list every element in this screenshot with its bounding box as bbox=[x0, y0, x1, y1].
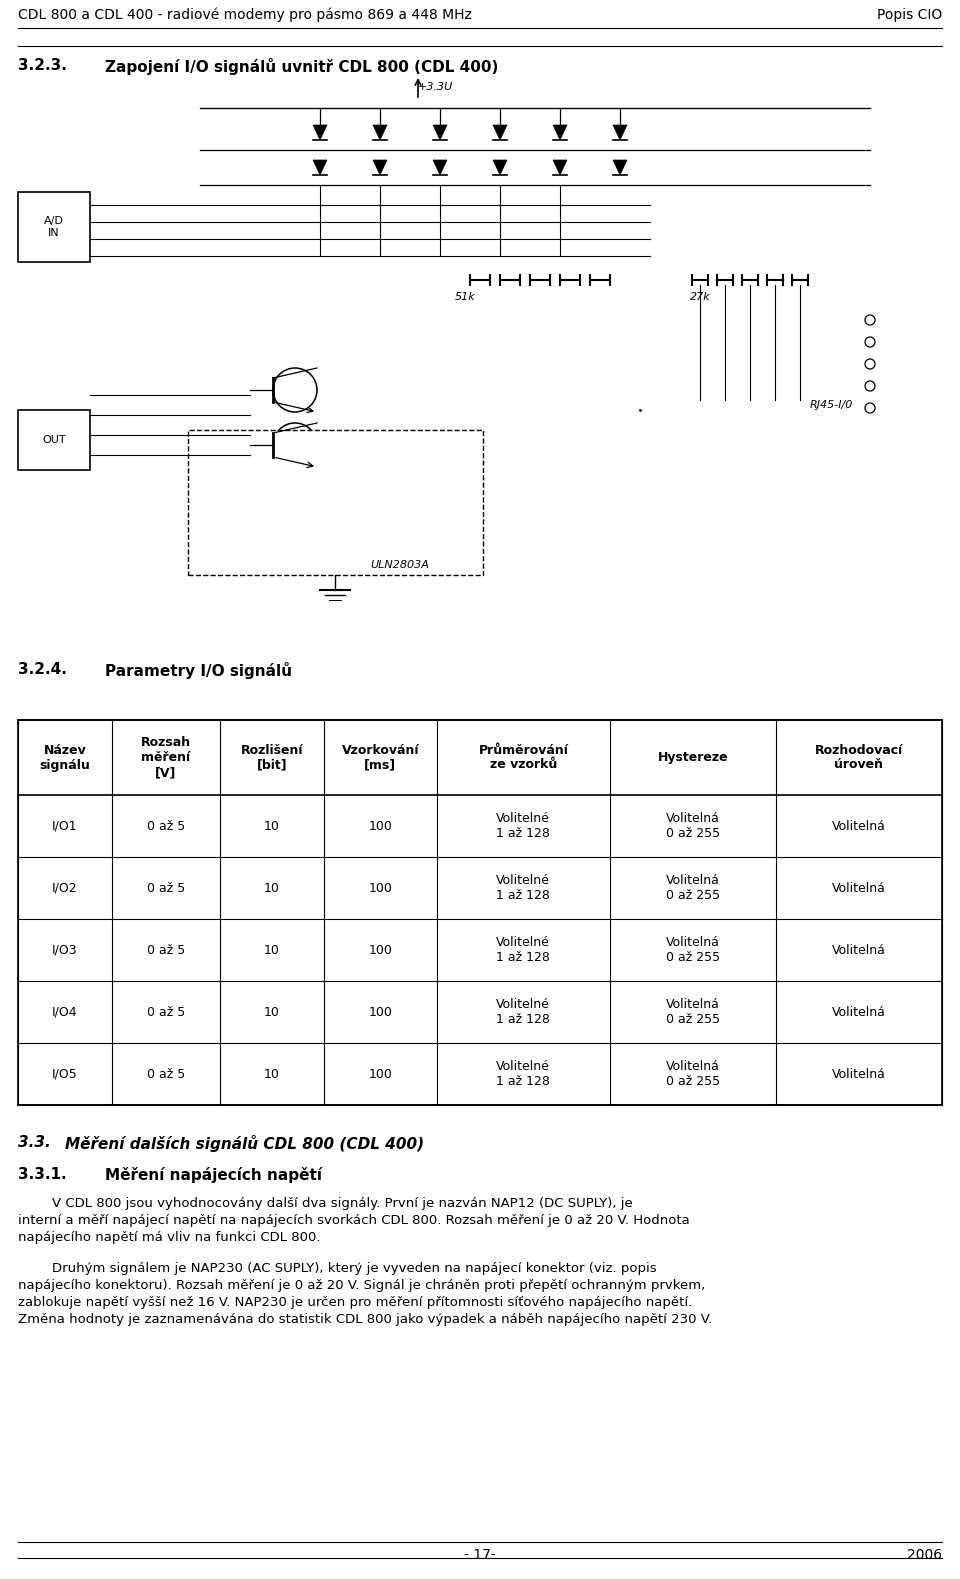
Text: Volitelná: Volitelná bbox=[832, 944, 886, 957]
Text: Volitelná: Volitelná bbox=[832, 820, 886, 832]
Text: I/O3: I/O3 bbox=[52, 944, 78, 957]
Text: Zapojení I/O signálů uvnitř CDL 800 (CDL 400): Zapojení I/O signálů uvnitř CDL 800 (CDL… bbox=[105, 58, 498, 74]
Text: Volitelné
1 až 128: Volitelné 1 až 128 bbox=[496, 1060, 550, 1088]
Text: +3.3U: +3.3U bbox=[418, 82, 453, 92]
Text: - 17-: - 17- bbox=[464, 1547, 496, 1562]
Text: I/O5: I/O5 bbox=[52, 1067, 78, 1080]
Polygon shape bbox=[373, 125, 387, 141]
Text: 100: 100 bbox=[369, 1006, 393, 1018]
Text: 100: 100 bbox=[369, 1067, 393, 1080]
Text: napájecího konektoru). Rozsah měření je 0 až 20 V. Signál je chráněn proti přepě: napájecího konektoru). Rozsah měření je … bbox=[18, 1279, 706, 1292]
Text: Volitelná: Volitelná bbox=[832, 881, 886, 894]
Text: CDL 800 a CDL 400 - radiové modemy pro pásmo 869 a 448 MHz: CDL 800 a CDL 400 - radiové modemy pro p… bbox=[18, 8, 472, 22]
Text: Změna hodnoty je zaznamenávána do statistik CDL 800 jako výpadek a náběh napájec: Změna hodnoty je zaznamenávána do statis… bbox=[18, 1314, 712, 1326]
Text: Volitelná
0 až 255: Volitelná 0 až 255 bbox=[666, 875, 720, 902]
Text: Volitelné
1 až 128: Volitelné 1 až 128 bbox=[496, 875, 550, 902]
Text: 10: 10 bbox=[264, 881, 280, 894]
Text: 3.3.1.: 3.3.1. bbox=[18, 1167, 66, 1183]
Text: I/O1: I/O1 bbox=[52, 820, 78, 832]
Text: V CDL 800 jsou vyhodnocovány další dva signály. První je nazván NAP12 (DC SUPLY): V CDL 800 jsou vyhodnocovány další dva s… bbox=[18, 1197, 633, 1210]
Polygon shape bbox=[433, 159, 447, 175]
Text: napájecího napětí má vliv na funkci CDL 800.: napájecího napětí má vliv na funkci CDL … bbox=[18, 1232, 321, 1244]
Bar bbox=[18, 193, 90, 262]
Text: 3.3.: 3.3. bbox=[18, 1135, 51, 1150]
Text: I/O2: I/O2 bbox=[52, 881, 78, 894]
Text: 51k: 51k bbox=[455, 292, 476, 302]
Text: Volitelná
0 až 255: Volitelná 0 až 255 bbox=[666, 812, 720, 840]
Text: OUT: OUT bbox=[42, 434, 66, 445]
Text: zablokuje napětí vyšší než 16 V. NAP230 je určen pro měření přítomnosti síťového: zablokuje napětí vyšší než 16 V. NAP230 … bbox=[18, 1296, 692, 1309]
Text: ULN2803A: ULN2803A bbox=[370, 561, 429, 570]
Text: Volitelná: Volitelná bbox=[832, 1067, 886, 1080]
Text: Volitelné
1 až 128: Volitelné 1 až 128 bbox=[496, 936, 550, 965]
Text: Název
signálu: Název signálu bbox=[39, 744, 90, 772]
Text: A/D
IN: A/D IN bbox=[44, 216, 64, 238]
Text: Rozsah
měření
[V]: Rozsah měření [V] bbox=[141, 736, 191, 778]
Text: Měření napájecích napětí: Měření napájecích napětí bbox=[105, 1167, 322, 1183]
Text: Hystereze: Hystereze bbox=[658, 752, 729, 764]
Text: Rozlišení
[bit]: Rozlišení [bit] bbox=[241, 744, 303, 772]
Text: Druhým signálem je NAP230 (AC SUPLY), který je vyveden na napájecí konektor (viz: Druhým signálem je NAP230 (AC SUPLY), kt… bbox=[18, 1262, 657, 1274]
Polygon shape bbox=[613, 125, 627, 141]
Text: Vzorkování
[ms]: Vzorkování [ms] bbox=[342, 744, 420, 772]
Polygon shape bbox=[373, 159, 387, 175]
Text: 0 až 5: 0 až 5 bbox=[147, 881, 185, 894]
Text: 100: 100 bbox=[369, 944, 393, 957]
Text: 10: 10 bbox=[264, 1006, 280, 1018]
Polygon shape bbox=[493, 159, 507, 175]
Text: Volitelná
0 až 255: Volitelná 0 až 255 bbox=[666, 998, 720, 1026]
Polygon shape bbox=[553, 125, 567, 141]
Polygon shape bbox=[433, 125, 447, 141]
Text: Volitelné
1 až 128: Volitelné 1 až 128 bbox=[496, 812, 550, 840]
Text: 10: 10 bbox=[264, 820, 280, 832]
Text: 10: 10 bbox=[264, 1067, 280, 1080]
Bar bbox=[18, 720, 942, 1105]
Text: 2006: 2006 bbox=[907, 1547, 942, 1562]
Bar bbox=[188, 429, 483, 575]
Text: 3.2.3.: 3.2.3. bbox=[18, 58, 67, 73]
Text: Volitelné
1 až 128: Volitelné 1 až 128 bbox=[496, 998, 550, 1026]
Text: Rozhodovací
úroveň: Rozhodovací úroveň bbox=[815, 744, 903, 772]
Text: Volitelná
0 až 255: Volitelná 0 až 255 bbox=[666, 1060, 720, 1088]
Text: 0 až 5: 0 až 5 bbox=[147, 820, 185, 832]
Text: Volitelná
0 až 255: Volitelná 0 až 255 bbox=[666, 936, 720, 965]
Text: I/O4: I/O4 bbox=[52, 1006, 78, 1018]
Text: Průměrování
ze vzorků: Průměrování ze vzorků bbox=[478, 744, 568, 772]
Text: RJ45-I/0: RJ45-I/0 bbox=[810, 399, 853, 411]
Text: 0 až 5: 0 až 5 bbox=[147, 1006, 185, 1018]
Text: interní a měří napájecí napětí na napájecích svorkách CDL 800. Rozsah měření je : interní a měří napájecí napětí na napáje… bbox=[18, 1214, 689, 1227]
Polygon shape bbox=[553, 159, 567, 175]
Text: 0 až 5: 0 až 5 bbox=[147, 1067, 185, 1080]
Polygon shape bbox=[613, 159, 627, 175]
Text: Měření dalších signálů CDL 800 (CDL 400): Měření dalších signálů CDL 800 (CDL 400) bbox=[65, 1135, 424, 1153]
Polygon shape bbox=[493, 125, 507, 141]
Text: 0 až 5: 0 až 5 bbox=[147, 944, 185, 957]
Text: 27k: 27k bbox=[690, 292, 710, 302]
Text: Parametry I/O signálů: Parametry I/O signálů bbox=[105, 662, 292, 679]
Text: 3.2.4.: 3.2.4. bbox=[18, 662, 67, 677]
Polygon shape bbox=[313, 159, 327, 175]
Polygon shape bbox=[313, 125, 327, 141]
Text: Popis CIO: Popis CIO bbox=[876, 8, 942, 22]
Text: 100: 100 bbox=[369, 881, 393, 894]
Bar bbox=[18, 74, 942, 647]
Text: Volitelná: Volitelná bbox=[832, 1006, 886, 1018]
Text: 10: 10 bbox=[264, 944, 280, 957]
Text: 100: 100 bbox=[369, 820, 393, 832]
Bar bbox=[18, 411, 90, 471]
